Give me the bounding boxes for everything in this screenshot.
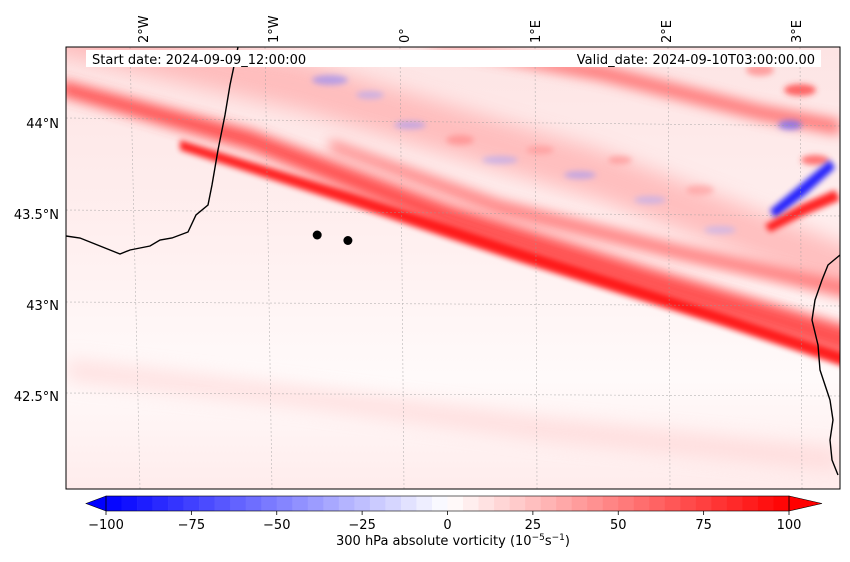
vorticity-band-core [180,140,840,366]
colorbar-title-mid: s [545,534,552,549]
colorbar-step [338,496,355,511]
valid-date-text: Valid_date: 2024-09-10T03:00:00.00 [577,53,815,68]
colorbar-step [509,496,526,511]
lon-tick-label: 2°E [660,20,675,43]
colorbar-step [773,496,790,511]
lat-tick-labels: 44°N 43.5°N 43°N 42.5°N [14,117,59,405]
vorticity-dipole-blue [770,160,835,218]
lon-tick-label: 0° [398,28,413,43]
colorbar-step [726,496,743,511]
colorbar-title-suffix: ) [565,534,570,549]
colorbar-step [463,496,479,511]
colorbar-step [618,496,635,511]
colorbar-step [556,496,572,511]
colorbar-step [680,496,697,511]
colorbar-step [540,496,557,511]
colorbar-step [400,496,417,511]
lon-tick-label: 1°E [529,20,544,43]
colorbar-step [447,496,464,511]
colorbar-step [602,496,619,511]
map-frame [65,46,841,490]
colorbar-step [431,496,448,511]
vorticity-band-lower [66,360,840,470]
colorbar-step [307,496,324,511]
map-area: Start date: 2024-09-09_12:00:00 Valid_da… [66,47,840,489]
colorbar-step [711,496,728,511]
colorbar-step [571,496,588,511]
colorbar-arrow-max [788,495,823,512]
colorbar-step [261,496,278,511]
vorticity-dipole-red [765,190,840,232]
colorbar-step [757,496,774,511]
colorbar-tick-label: 0 [443,518,451,533]
colorbar-tick-label: −75 [178,518,205,533]
colorbar-arrow-min [85,495,107,512]
colorbar-step [214,496,231,511]
colorbar-step [199,496,215,511]
vorticity-band-top [420,47,840,135]
coastline-east [811,254,840,476]
colorbar-step [416,496,433,511]
colorbar-tick-label: 75 [695,518,712,533]
lon-tick-label: 2°W [137,15,152,43]
lon-tick-label: 1°W [267,15,282,43]
colorbar-step [292,496,309,511]
coastline-west [66,47,239,255]
colorbar-tick-label: 25 [525,518,542,533]
vorticity-band-upper [66,47,840,293]
lat-tick-label: 43.5°N [14,208,59,223]
lat-tick-label: 43°N [26,299,59,314]
colorbar-step [323,496,340,511]
colorbar-title-exp2: −1 [552,533,565,543]
colorbar-step [152,496,169,511]
colorbar-step [742,496,759,511]
colorbar-tick-label: −25 [348,518,375,533]
colorbar-step [168,496,184,511]
location-markers [312,230,353,245]
colorbar-step [106,496,122,511]
colorbar-step [276,496,293,511]
colorbar-steps [106,496,790,511]
colorbar-ticks: −100 −75 −50 −25 0 25 50 75 100 [88,511,801,533]
colorbar-step [633,496,650,511]
vorticity-band-north [330,140,840,296]
colorbar-title-prefix: 300 hPa absolute vorticity (10 [336,534,532,549]
colorbar-tick-label: 50 [610,518,627,533]
colorbar-step [245,496,262,511]
colorbar-step [369,496,386,511]
start-date-text: Start date: 2024-09-09_12:00:00 [92,53,306,68]
lat-tick-label: 42.5°N [14,390,59,405]
turbulent-patches [312,64,829,234]
location-marker-2 [343,236,353,245]
colorbar-step [478,496,495,511]
colorbar-step [695,496,712,511]
colorbar-step [494,496,510,511]
colorbar-step [649,496,666,511]
colorbar-step [587,496,604,511]
colorbar-title: 300 hPa absolute vorticity (10−5s−1) [336,533,570,549]
lat-tick-label: 44°N [26,117,59,132]
lon-tick-labels: 2°W 1°W 0° 1°E 2°E 3°E [137,15,805,43]
lon-tick-label: 3°E [790,20,805,43]
colorbar-step [385,496,402,511]
colorbar-tick-label: −100 [88,518,124,533]
colorbar-tick-label: 100 [777,518,802,533]
graticule [66,47,840,489]
colorbar-step [121,496,138,511]
colorbar-step [230,496,246,511]
colorbar-step [137,496,153,511]
colorbar-step [664,496,681,511]
colorbar-step [525,496,541,511]
colorbar-title-exp1: −5 [532,533,545,543]
location-marker-1 [312,230,322,240]
colorbar: −100 −75 −50 −25 0 25 50 75 100 300 hPa absolute… [85,495,823,549]
colorbar-step [183,496,200,511]
colorbar-tick-label: −50 [263,518,290,533]
vorticity-band-main [66,81,840,354]
colorbar-step [354,496,371,511]
info-strip [86,50,821,67]
